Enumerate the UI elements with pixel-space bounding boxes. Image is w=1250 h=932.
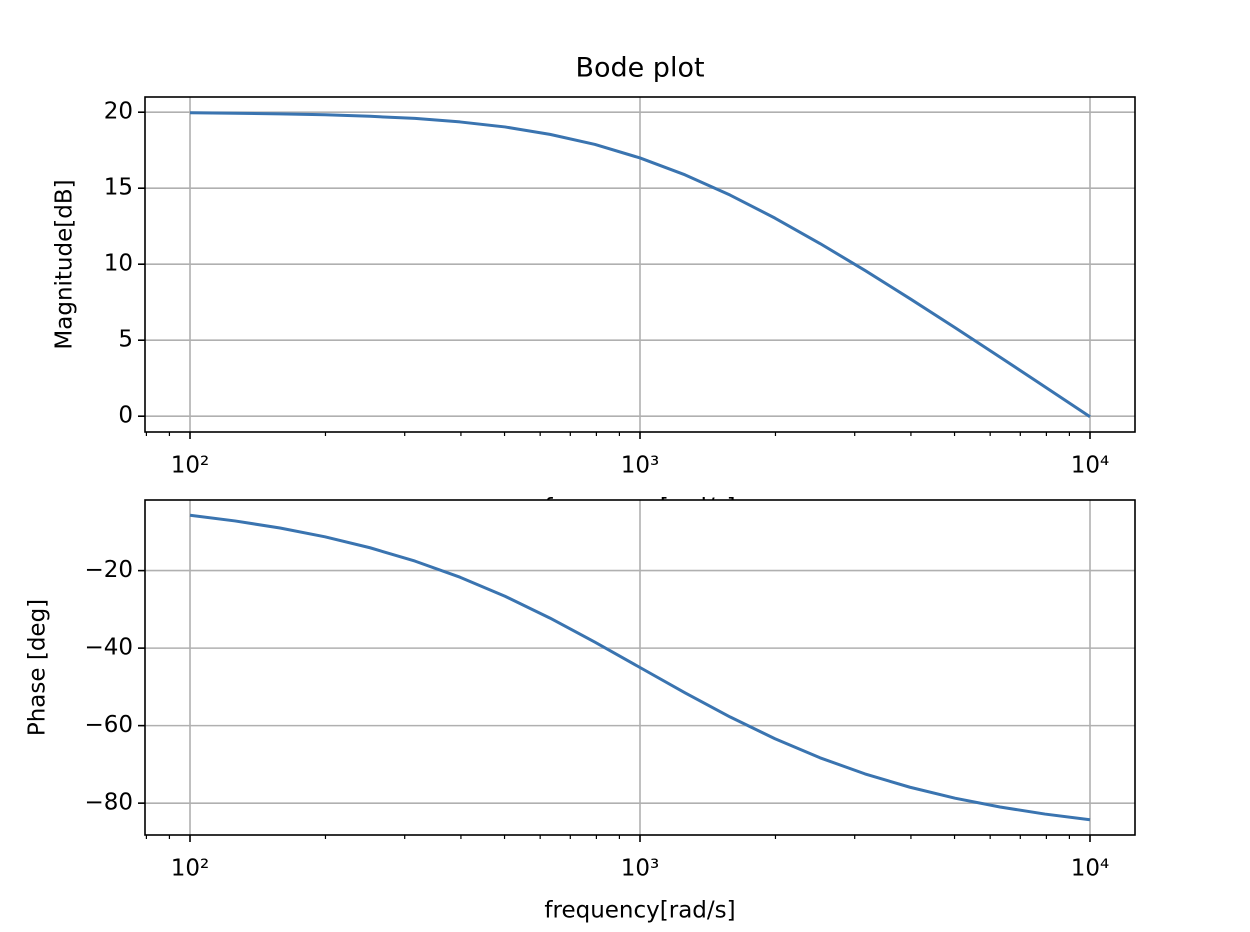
- y-tick-label: 20: [104, 99, 133, 125]
- y-tick-label: 10: [104, 251, 133, 277]
- data-line: [189, 513, 1091, 822]
- y-axis-label: Phase [deg]: [25, 599, 51, 736]
- x-tick-label: 10²: [171, 856, 210, 882]
- y-tick-label: −60: [84, 712, 133, 738]
- axes-frame: [144, 96, 1136, 433]
- x-tick-label: 10⁴: [1071, 856, 1110, 882]
- x-tick-label: 10²: [171, 453, 210, 479]
- data-line: [189, 111, 1091, 419]
- y-tick-label: 5: [118, 327, 133, 353]
- y-tick-label: −40: [84, 635, 133, 661]
- y-tick-label: 15: [104, 175, 133, 201]
- x-tick-label: 10⁴: [1071, 453, 1110, 479]
- y-tick-label: −20: [84, 557, 133, 583]
- y-tick-label: 0: [118, 403, 133, 429]
- x-axis-label: frequency[rad/s]: [544, 898, 735, 924]
- y-tick-label: −80: [84, 790, 133, 816]
- chart-title: Bode plot: [575, 53, 704, 84]
- x-tick-label: 10³: [621, 453, 660, 479]
- y-axis-label: Magnitude[dB]: [52, 179, 78, 349]
- x-tick-label: 10³: [621, 856, 660, 882]
- axes-frame: [144, 499, 1136, 836]
